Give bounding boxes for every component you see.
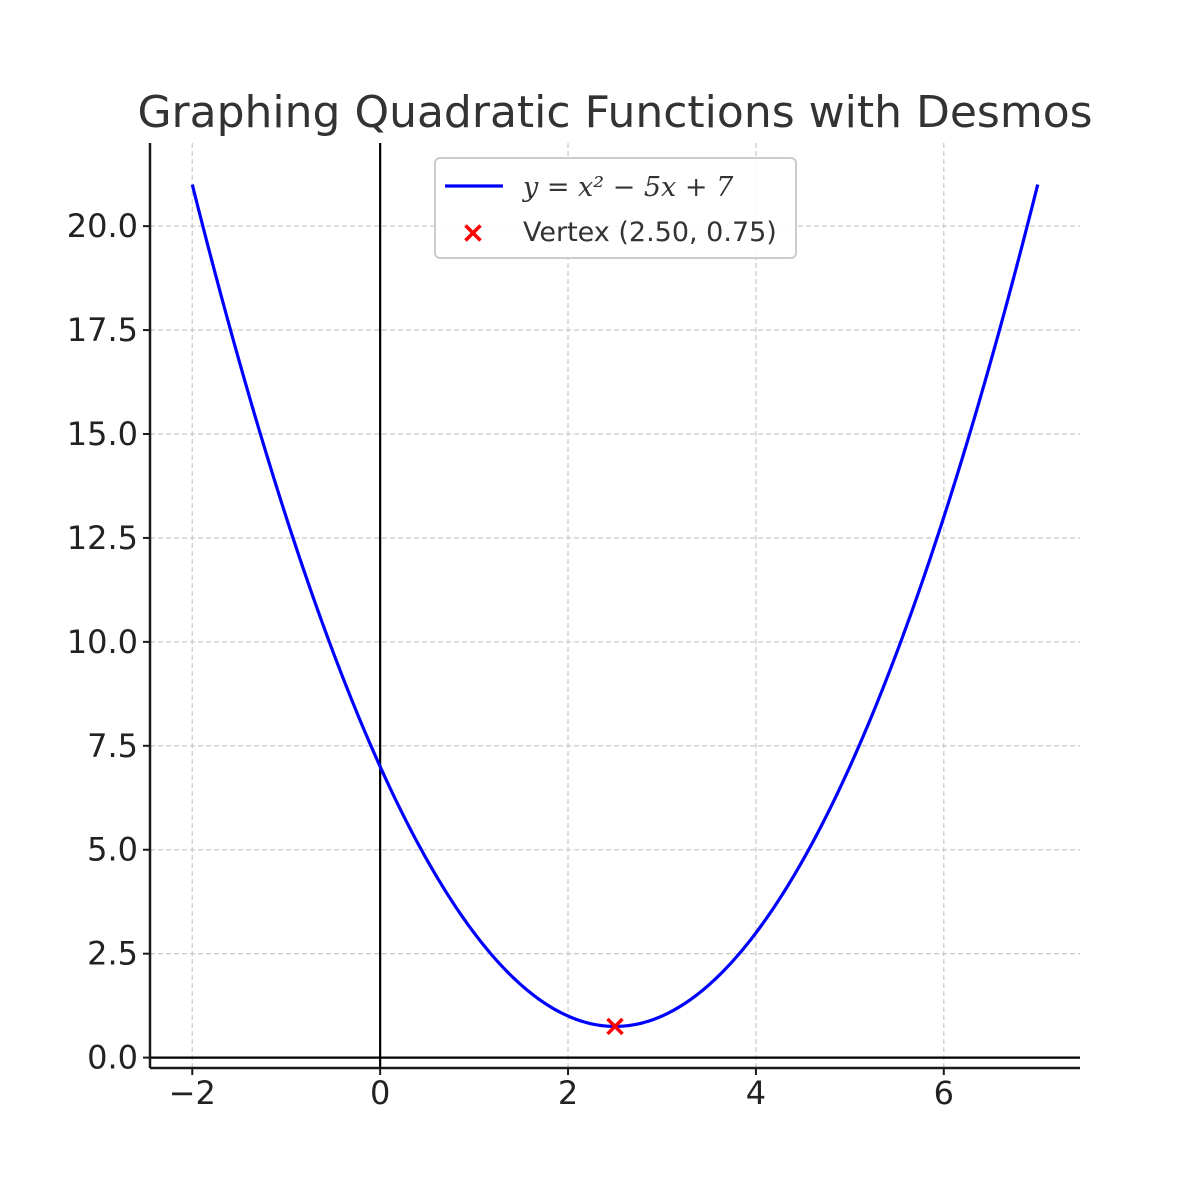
x-tick-label: 4: [746, 1074, 766, 1112]
y-tick-label: 0.0: [87, 1039, 138, 1077]
axes-spines: [148, 143, 1080, 1070]
axis-ticks: −2 0 2 4 6 0.0 2.5 5.0 7.5 10.0 12.5 15.0 17.5 20.0: [67, 207, 954, 1112]
y-tick-label: 20.0: [67, 207, 138, 245]
y-tick-label: 5.0: [87, 831, 138, 869]
grid: [150, 143, 1080, 1068]
axis-reference-lines: [150, 143, 1080, 1068]
chart-title: Graphing Quadratic Functions with Desmos: [137, 87, 1092, 138]
legend-box: [434, 157, 797, 259]
parabola-line: [190, 184, 1040, 1029]
legend-label-parabola: y = x² − 5x + 7: [522, 172, 734, 203]
x-tick-label: 2: [558, 1074, 578, 1112]
y-tick-label: 15.0: [67, 415, 138, 453]
y-tick-label: 17.5: [67, 311, 138, 349]
vertex-marker: [606, 1017, 624, 1036]
x-tick-label: 6: [934, 1074, 954, 1112]
y-tick-label: 2.5: [87, 935, 138, 973]
vertex-marker-stroke: [606, 1017, 624, 1036]
y-tick-label: 12.5: [67, 519, 138, 557]
y-tick-label: 7.5: [87, 727, 138, 765]
legend-marker-stroke: [464, 224, 482, 242]
legend: y = x² − 5x + 7 Vertex (2.50, 0.75): [434, 157, 797, 259]
x-tick-label: 0: [370, 1074, 390, 1112]
x-tick-label: −2: [169, 1074, 216, 1112]
series: [190, 184, 1040, 1036]
y-tick-label: 10.0: [67, 623, 138, 661]
legend-marker-swatch: [464, 224, 482, 242]
legend-label-vertex: Vertex (2.50, 0.75): [523, 217, 777, 248]
